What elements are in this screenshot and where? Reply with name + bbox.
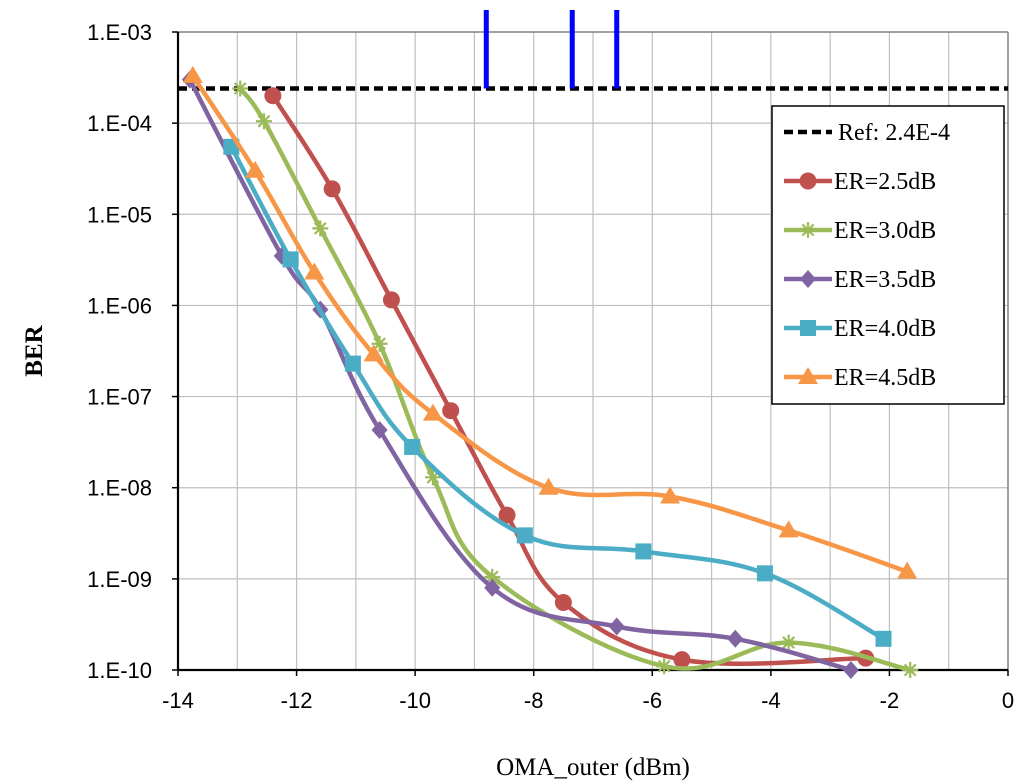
- legend-label-reference: Ref: 2.4E-4: [838, 120, 950, 146]
- data-point: [875, 630, 892, 647]
- x-axis-label: OMA_outer (dBm): [496, 754, 690, 781]
- series-line: [229, 144, 886, 642]
- data-point: [404, 438, 421, 455]
- legend-swatch-marker: [800, 320, 816, 336]
- data-point: [902, 662, 919, 678]
- y-tick-label: 1.E-03: [87, 20, 152, 45]
- data-point: [182, 65, 203, 83]
- x-tick-label: -10: [399, 688, 431, 713]
- x-tick-label: -14: [162, 688, 194, 713]
- y-tick-label: 1.E-05: [87, 202, 152, 227]
- y-tick-label: 1.E-07: [87, 385, 152, 410]
- plot-area: [176, 31, 1009, 672]
- x-tick-label: -8: [524, 688, 544, 713]
- data-point: [363, 344, 384, 362]
- data-point: [660, 486, 681, 504]
- legend-swatch-marker: [800, 270, 816, 288]
- x-tick-label: -6: [643, 688, 663, 713]
- y-tick-label: 1.E-08: [87, 476, 152, 501]
- data-point: [897, 561, 918, 579]
- legend-label: ER=2.5dB: [834, 169, 936, 195]
- legend-label: ER=4.0dB: [834, 316, 936, 342]
- data-point: [673, 651, 691, 669]
- data-point: [656, 658, 673, 675]
- x-tick-label: 0: [1002, 688, 1014, 713]
- series-er-3-0db: [232, 80, 919, 678]
- data-point: [422, 403, 443, 421]
- data-point: [608, 617, 625, 636]
- data-point: [424, 469, 441, 486]
- data-point: [371, 335, 388, 352]
- data-point: [756, 565, 773, 582]
- data-point: [516, 527, 533, 544]
- legend-label: ER=4.5dB: [834, 365, 936, 391]
- data-point: [635, 543, 652, 560]
- y-tick-label: 1.E-06: [87, 293, 152, 318]
- data-point: [484, 578, 501, 597]
- data-point: [344, 355, 361, 372]
- data-point: [498, 506, 516, 524]
- series-layer: [181, 65, 919, 679]
- data-point: [727, 629, 744, 648]
- vertical-markers: [483, 10, 620, 89]
- legend-label: ER=3.0dB: [834, 218, 936, 244]
- y-tick-label: 1.E-10: [87, 658, 152, 683]
- data-point: [255, 113, 272, 130]
- series-line: [238, 86, 913, 673]
- y-tick-labels: 1.E-03 1.E-04 1.E-05 1.E-06 1.E-07 1.E-08 1.E-…: [87, 20, 178, 683]
- data-point: [778, 520, 799, 538]
- data-point: [442, 402, 460, 420]
- series-er-4-5db: [182, 65, 918, 579]
- legend-box: [771, 105, 1005, 405]
- legend-label: ER=3.5dB: [834, 267, 936, 293]
- y-tick-label: 1.E-09: [87, 567, 152, 592]
- y-tick-label: 1.E-04: [87, 111, 152, 136]
- y-axis-label: BER: [21, 324, 48, 376]
- x-tick-label: -2: [880, 688, 900, 713]
- data-point: [245, 160, 266, 178]
- data-point: [264, 87, 282, 105]
- data-point: [312, 220, 329, 237]
- data-point: [780, 634, 797, 651]
- data-point: [382, 291, 400, 309]
- data-point: [323, 180, 341, 198]
- x-tick-label: -12: [281, 688, 313, 713]
- series-line: [190, 73, 910, 574]
- data-point: [304, 262, 325, 280]
- data-point: [282, 251, 299, 268]
- x-tick-label: -4: [761, 688, 781, 713]
- legend-swatch-marker: [798, 367, 818, 384]
- data-point: [484, 568, 501, 585]
- legend-swatch-marker: [799, 172, 817, 190]
- legend: Ref: 2.4E-4 ER=2.5dB ER=3.0dB ER=3.5dB ER=4.…: [771, 105, 1005, 405]
- data-point: [538, 477, 559, 495]
- data-point: [232, 80, 249, 97]
- data-point: [842, 661, 859, 679]
- series-er-2-5db: [264, 87, 875, 669]
- data-point: [371, 420, 388, 439]
- data-point: [554, 594, 572, 612]
- x-tick-labels: -14 -12 -10 -8 -6 -4 -2 0: [162, 670, 1014, 713]
- legend-swatch-marker: [800, 222, 816, 238]
